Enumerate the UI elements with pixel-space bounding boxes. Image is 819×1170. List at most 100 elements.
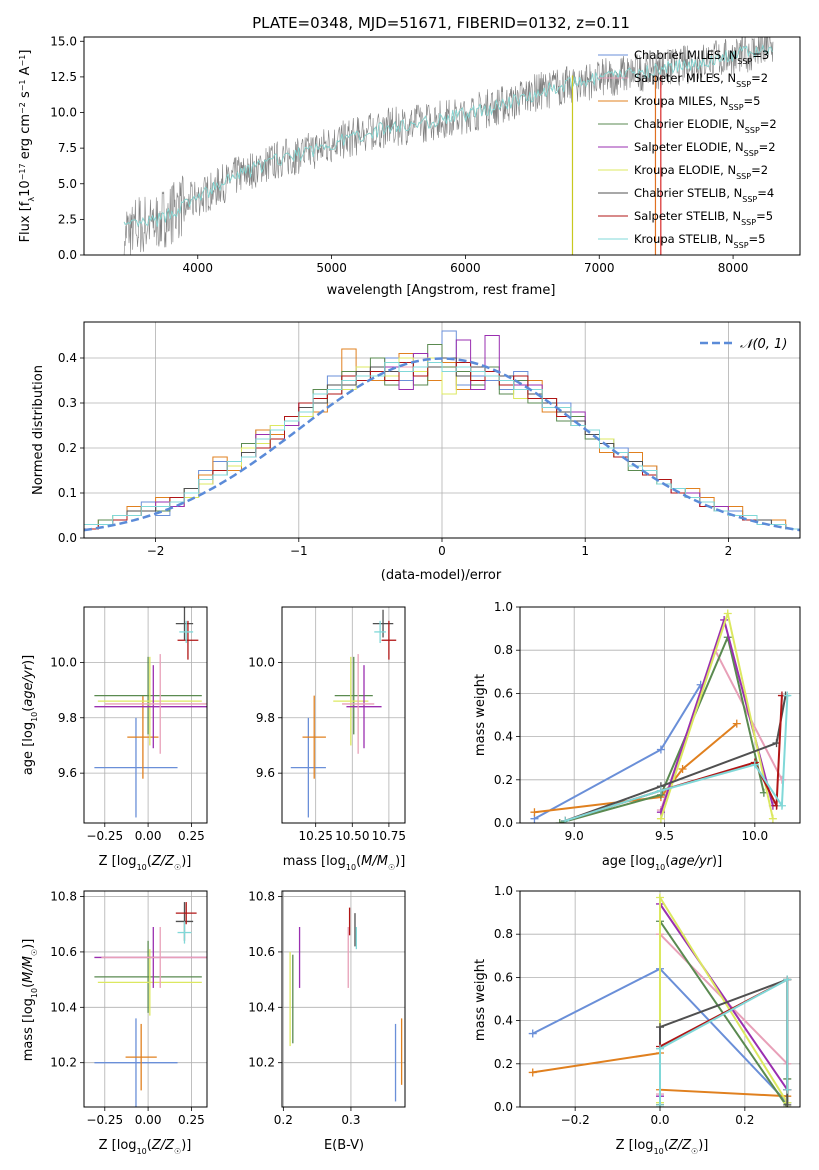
age-vs-z-ylabel-part: 10 [30,712,39,722]
legend-label-part: SSP [737,57,752,66]
mass-vs-ebv-frame-group: 0.2 0.3 10.2 10.4 10.6 10.8 [248,890,406,1127]
spectrum-xtick-label: 7000 [584,261,615,275]
age-vs-mass-xlabel-part: 10 [346,863,356,872]
weight-vs-age-marker [530,808,539,817]
age-vs-z-ylabel-part: age/yr [21,663,36,706]
weight-vs-z-xlabel-part: ☉ [691,1147,698,1156]
age-vs-mass-plot [290,609,397,818]
mass-vs-z-point [94,1018,178,1107]
spectrum-xtick-label: 6000 [450,261,481,275]
mass-vs-z-ylabel-part: M/M [21,956,36,983]
mass-vs-z-ytick-label: 10.6 [50,945,77,959]
weight-vs-age-xlabel-part: )] [712,854,722,869]
legend-label-part: Salpeter ELODIE, N [634,140,744,154]
age-vs-z-ytick-label: 9.8 [58,711,77,725]
spectrum-model-line [123,44,773,228]
legend-label-part: Kroupa MILES, N [634,94,729,108]
mass-vs-z-point [97,949,202,1016]
mass-vs-z-ylabel-part: ☉ [30,949,39,956]
legend-label: Chabrier MILES, NSSP=3 [634,48,769,66]
age-vs-mass-grid [282,607,405,823]
spectrum-xtick-label: 5000 [316,261,347,275]
legend-label: Chabrier STELIB, NSSP=4 [634,186,774,204]
weight-vs-z-marker [783,975,792,984]
weight-vs-z-frame-group: −0.2 0.0 0.2 0.0 0.2 0.4 0.6 0.8 1.0 [494,884,801,1127]
weight-vs-z-ytick-label: 1.0 [494,884,513,898]
weight-vs-age-marker [783,691,792,700]
weight-vs-z-ylabel: mass weight [473,959,488,1041]
mass-vs-z-ylabel-part: ( [21,983,36,988]
age-vs-mass-frame [281,606,406,824]
spectrum-ytick-label: 2.5 [58,212,77,226]
spectrum-ylabel-part: −2 [18,102,27,114]
legend-label-part: SSP [736,172,751,181]
residuals-ytick-label: 0.1 [58,486,77,500]
legend-label-part: SSP [745,126,760,135]
age-vs-mass-ytick-label: 9.6 [256,766,275,780]
age-vs-mass-xtick-label: 10.75 [372,829,406,843]
mass-vs-ebv-xlabel: E(B-V) [324,1138,364,1153]
legend-label-part: =2 [759,140,776,154]
residuals-xtick-label: 0 [438,544,446,558]
weight-vs-age-line [564,695,787,822]
age-vs-z-point [177,620,199,660]
weight-vs-age-ytick-label: 0.0 [494,816,513,830]
spectrum-ylabel-part: erg cm [18,114,33,163]
spectrum-ytick-label: 12.5 [50,70,77,84]
weight-vs-z-axes: −0.2 0.0 0.2 0.0 0.2 0.4 0.6 0.8 1.0 [494,884,801,1127]
spectrum-ytick-label: 5.0 [58,177,77,191]
weight-vs-age-xlabel-part: age/yr [670,854,713,869]
residuals-ytick-label: 0.3 [58,396,77,410]
legend-label-part: =2 [751,163,768,177]
legend-label-part: SSP [741,218,756,227]
legend-label-part: Chabrier STELIB, N [634,186,742,200]
legend-label-part: =5 [756,209,773,223]
age-vs-mass-point [342,654,375,754]
legend-label-part: Chabrier MILES, N [634,48,737,62]
legend-label: Kroupa ELODIE, NSSP=2 [634,163,768,181]
weight-vs-z-marker [656,1044,664,1053]
spectrum-ytick-label: 0.0 [58,248,77,262]
weight-vs-age-frame [519,606,801,824]
mass-vs-z-xlabel-part: )] [181,1138,191,1153]
weight-vs-age-plot [530,609,792,823]
weight-vs-z-marker [656,1100,664,1107]
legend-label-part: =2 [751,71,768,85]
age-vs-mass-point [333,656,369,746]
mass-vs-z-point [177,921,192,944]
mass-vs-z-plot [94,902,207,1107]
legend-label-part: =3 [752,48,769,62]
age-vs-z-point [175,607,194,641]
mass-vs-z-ytick-label: 10.8 [50,890,77,904]
residuals-xtick-label: −1 [290,544,308,558]
weight-vs-z-marker [528,1029,537,1038]
age-vs-z-ylabel-part: ( [21,707,36,712]
weight-vs-z-xlabel-part: Z/Z [668,1138,692,1153]
weight-vs-age-marker [678,765,687,773]
age-vs-z-point [179,620,194,643]
residuals-frame-group: −2 −1 0 1 2 0.0 0.1 0.2 0.3 0.4 [58,321,801,558]
mass-vs-z-axes: −0.25 0.00 0.25 10.2 10.4 10.6 10.8 [50,890,208,1127]
weight-vs-age-marker [656,814,665,823]
spectrum-ylabel-part: λ [27,197,36,202]
weight-vs-age-marker [656,745,665,754]
age-vs-z-point [97,656,202,746]
weight-vs-z-xlabel-part: Z [log [616,1138,654,1153]
age-vs-mass-xlabel-part: mass [log [283,854,346,869]
age-vs-z-ylabel-part: age [log [21,722,36,775]
age-vs-z-ylabel-part: )] [21,655,36,665]
weight-vs-z-xlabel-part: 10 [654,1147,664,1156]
weight-vs-age-marker [750,760,759,769]
weight-vs-age-ytick-label: 0.6 [494,686,513,700]
weight-vs-age-ytick-label: 0.4 [494,730,513,744]
spectrum-frame-group: 4000 5000 6000 7000 8000 0.0 2.5 5.0 7.5 10.0 12.5… [50,34,801,275]
weight-vs-age-xlabel-part: ( [665,854,670,869]
mass-vs-ebv-ytick-label: 10.6 [248,945,275,959]
mass-vs-z-frame [83,890,208,1108]
residuals-ytick-label: 0.4 [58,351,77,365]
age-vs-z-xlabel-part: ( [147,854,152,869]
weight-vs-z-marker [783,1085,792,1094]
weight-vs-age-frame-group: 9.0 9.5 10.0 0.0 0.2 0.4 0.6 0.8 1.0 [494,600,801,843]
age-vs-mass-point [372,609,394,638]
legend-label: Kroupa STELIB, NSSP=5 [634,232,765,250]
